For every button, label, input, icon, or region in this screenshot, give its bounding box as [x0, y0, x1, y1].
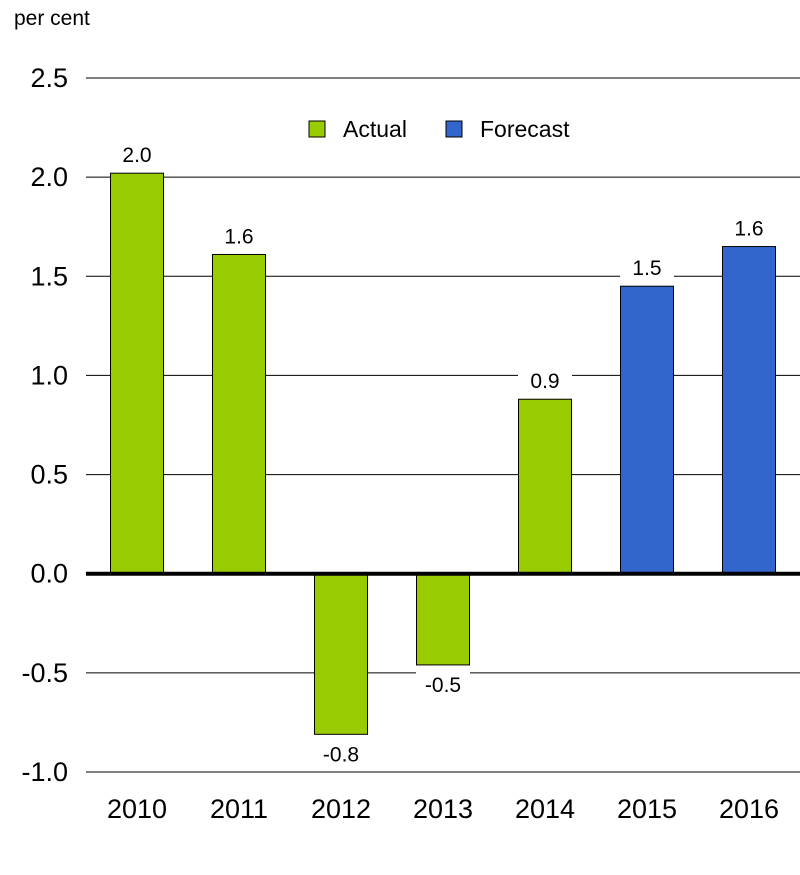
- data-label-2014: 0.9: [530, 370, 559, 393]
- legend-swatch-forecast: [445, 120, 463, 138]
- y-tick-label: 0.0: [30, 559, 68, 589]
- x-tick-label-2014: 2014: [515, 794, 575, 824]
- legend-label-actual: Actual: [343, 116, 407, 142]
- gridlines: [86, 77, 800, 773]
- legend-swatch-actual: [308, 120, 326, 138]
- data-label-2015: 1.5: [632, 257, 661, 280]
- y-tick-label: -1.0: [21, 757, 68, 787]
- y-tick-label: 2.0: [30, 162, 68, 192]
- data-label-2016: 1.6: [734, 218, 763, 241]
- y-tick-label: 1.0: [30, 360, 68, 390]
- y-tick-labels: -1.0 -0.5 0.0 0.5 1.0 1.5 2.0 2.5: [21, 63, 68, 787]
- bar-2013: [416, 573, 470, 666]
- x-tick-label-2011: 2011: [210, 794, 268, 824]
- bar-2014: [518, 398, 572, 575]
- data-label-bg: [416, 668, 470, 699]
- data-label-bg: [110, 139, 164, 170]
- data-label-bg: [620, 252, 674, 283]
- x-tick-label-2016: 2016: [719, 794, 779, 824]
- data-label-bg: [314, 738, 368, 769]
- y-tick-label: 1.5: [30, 261, 68, 291]
- y-tick-label: -0.5: [21, 658, 68, 688]
- y-tick-label: 2.5: [30, 63, 68, 93]
- x-tick-label-2015: 2015: [617, 794, 677, 824]
- x-tick-label-2012: 2012: [311, 794, 371, 824]
- bars: [110, 172, 776, 735]
- data-label-2011: 1.6: [224, 225, 253, 248]
- bar-2015: [620, 285, 674, 575]
- data-label-2013: -0.5: [425, 674, 461, 697]
- bar-2016: [722, 246, 776, 575]
- x-tick-labels: 2010 2011 2012 2013 2014 2015 2016: [107, 794, 779, 824]
- data-labels: 2.0 1.6 -0.8 -0.5 0.9 1.5 1.6: [110, 139, 776, 769]
- y-axis-label: per cent: [14, 7, 90, 30]
- data-label-bg: [518, 365, 572, 396]
- data-label-bg: [212, 220, 266, 251]
- bar-2011: [212, 253, 266, 575]
- bar-2012: [314, 573, 368, 735]
- data-label-2010: 2.0: [122, 144, 151, 167]
- y-tick-label: 0.5: [30, 460, 68, 490]
- legend-label-forecast: Forecast: [480, 116, 570, 142]
- x-tick-label-2010: 2010: [107, 794, 167, 824]
- x-tick-label-2013: 2013: [413, 794, 473, 824]
- data-label-2012: -0.8: [323, 743, 359, 766]
- legend: Actual Forecast: [308, 116, 570, 142]
- data-label-bg: [722, 212, 776, 243]
- bar-2010: [110, 172, 164, 575]
